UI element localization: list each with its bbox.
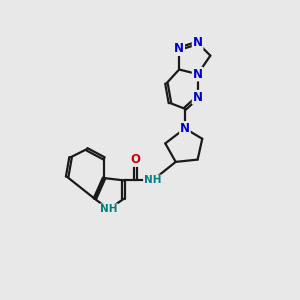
Text: N: N xyxy=(193,36,202,50)
Text: N: N xyxy=(180,122,190,135)
Text: N: N xyxy=(193,68,202,81)
Text: NH: NH xyxy=(100,204,118,214)
Text: N: N xyxy=(174,42,184,55)
Text: N: N xyxy=(193,91,202,104)
Text: O: O xyxy=(130,153,140,166)
Text: NH: NH xyxy=(144,176,161,185)
